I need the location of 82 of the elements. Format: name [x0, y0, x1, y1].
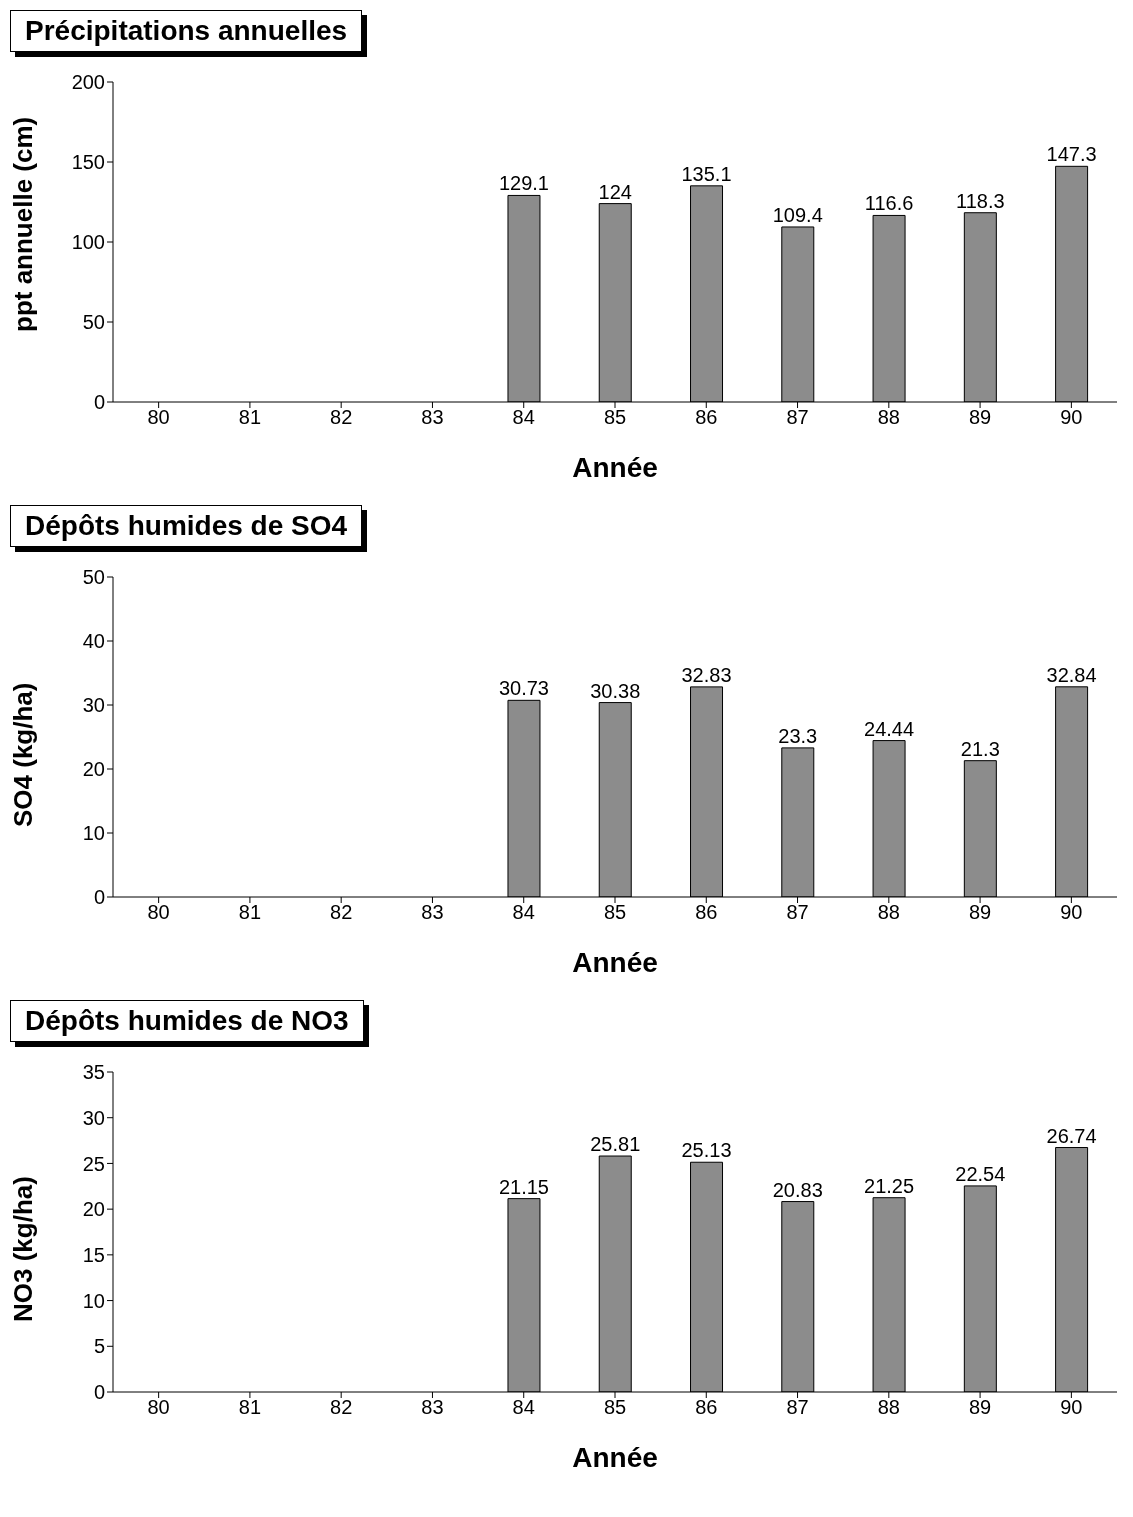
x-axis-title: Année [572, 947, 658, 978]
x-tick-label: 85 [603, 1396, 627, 1419]
data-label: 25.13 [681, 1139, 732, 1162]
data-label: 124 [598, 180, 632, 203]
y-tick-label: 20 [82, 758, 105, 781]
y-tick-label: 0 [93, 391, 105, 414]
x-tick-label: 80 [147, 901, 170, 924]
data-label: 135.1 [681, 162, 732, 185]
y-tick-label: 30 [82, 1106, 105, 1129]
x-tick-label: 89 [968, 1396, 992, 1419]
y-tick-label: 5 [93, 1335, 105, 1358]
x-tick-label: 81 [238, 406, 262, 429]
x-tick-label: 83 [421, 901, 444, 924]
y-tick-label: 35 [82, 1061, 105, 1084]
x-tick-label: 87 [786, 406, 809, 429]
x-tick-label: 85 [603, 406, 627, 429]
x-tick-label: 84 [512, 1396, 535, 1419]
y-tick-label: 10 [82, 822, 105, 845]
y-tick-label: 30 [82, 694, 105, 717]
data-label: 25.81 [590, 1133, 641, 1156]
data-label: 116.6 [864, 192, 914, 215]
data-label: 23.3 [778, 724, 818, 747]
x-axis-title: Année [572, 452, 658, 483]
x-tick-label: 86 [695, 406, 718, 429]
x-tick-label: 89 [968, 406, 992, 429]
data-label: 109.4 [772, 203, 823, 226]
data-label: 147.3 [1046, 143, 1097, 166]
x-tick-label: 87 [786, 901, 809, 924]
data-label: 129.1 [498, 172, 549, 195]
x-tick-label: 83 [421, 406, 444, 429]
x-tick-label: 88 [877, 406, 900, 429]
y-tick-label: 100 [71, 231, 105, 254]
x-tick-label: 82 [330, 1396, 353, 1419]
data-label: 30.73 [498, 677, 549, 700]
x-tick-label: 81 [238, 901, 262, 924]
x-tick-label: 81 [238, 1396, 262, 1419]
x-tick-label: 88 [877, 901, 900, 924]
data-label: 21.3 [960, 737, 1000, 760]
chart-title: Précipitations annuelles [10, 10, 363, 52]
x-tick-label: 82 [330, 901, 353, 924]
data-label: 20.83 [772, 1178, 823, 1201]
x-tick-label: 89 [968, 901, 992, 924]
data-label: 21.25 [864, 1174, 915, 1197]
y-tick-label: 10 [82, 1289, 105, 1312]
data-label: 30.38 [590, 679, 641, 702]
x-tick-label: 86 [695, 1396, 718, 1419]
x-tick-label: 80 [147, 1396, 170, 1419]
x-tick-label: 84 [512, 901, 535, 924]
x-tick-label: 90 [1060, 1396, 1083, 1419]
x-tick-label: 82 [330, 406, 353, 429]
y-tick-label: 15 [82, 1243, 105, 1266]
x-tick-label: 80 [147, 406, 170, 429]
chart-title: Dépôts humides de SO4 [10, 505, 363, 547]
x-tick-label: 90 [1060, 901, 1083, 924]
x-axis-title: Année [572, 1442, 658, 1473]
data-label: 118.3 [956, 189, 1005, 212]
y-axis-title: SO4 (kg/ha) [8, 682, 39, 827]
x-tick-label: 86 [695, 901, 718, 924]
y-tick-label: 50 [82, 566, 105, 589]
x-tick-label: 90 [1060, 406, 1083, 429]
y-tick-label: 0 [93, 1381, 105, 1404]
x-tick-label: 87 [786, 1396, 809, 1419]
chart-title: Dépôts humides de NO3 [10, 1000, 364, 1042]
data-label: 22.54 [955, 1162, 1006, 1185]
y-tick-label: 40 [82, 630, 105, 653]
y-tick-label: 50 [82, 311, 105, 334]
y-tick-label: 200 [71, 71, 105, 94]
x-tick-label: 83 [421, 1396, 444, 1419]
y-tick-label: 0 [93, 886, 105, 909]
data-label: 32.84 [1046, 663, 1097, 686]
y-tick-label: 25 [82, 1152, 105, 1175]
x-tick-label: 84 [512, 406, 535, 429]
data-label: 26.74 [1046, 1124, 1097, 1147]
data-label: 32.83 [681, 663, 732, 686]
x-tick-label: 85 [603, 901, 627, 924]
y-tick-label: 20 [82, 1198, 105, 1221]
y-tick-label: 150 [71, 151, 105, 174]
x-tick-label: 88 [877, 1396, 900, 1419]
data-label: 24.44 [864, 717, 915, 740]
y-axis-title: ppt annuelle (cm) [8, 116, 39, 332]
data-label: 21.15 [498, 1175, 549, 1198]
y-axis-title: NO3 (kg/ha) [8, 1176, 39, 1322]
